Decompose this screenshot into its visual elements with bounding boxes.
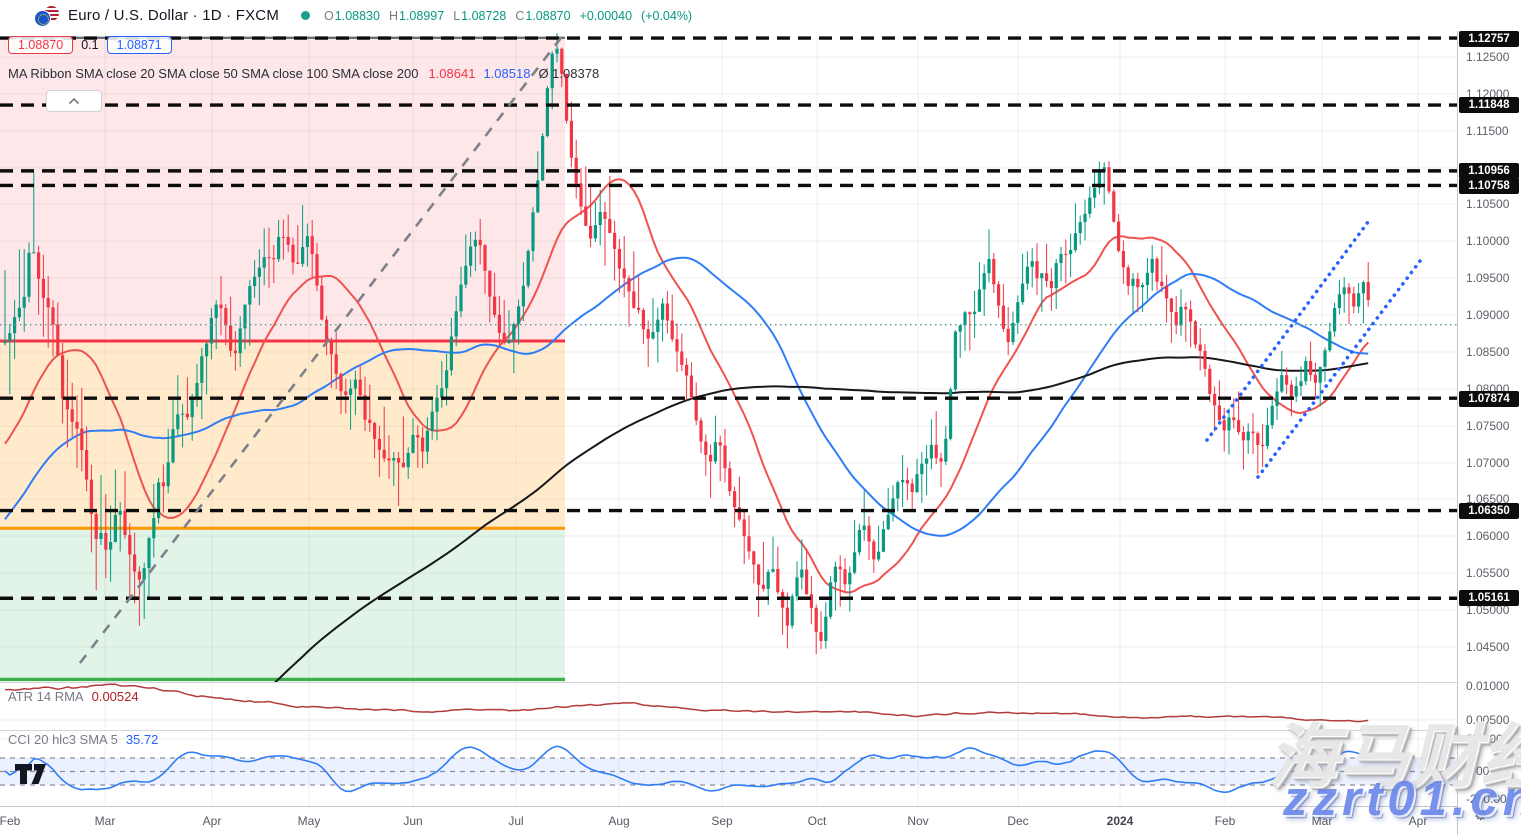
eur-usd-flag-icon [34, 4, 60, 27]
cci-indicator-legend[interactable]: CCI 20 hlc3 SMA 5 35.72 [8, 732, 158, 747]
change-percent: (+0.04%) [641, 8, 693, 23]
close-value: 1.08870 [525, 8, 571, 23]
high-value: 1.08997 [399, 8, 445, 23]
key-level-price-label: 1.11848 [1459, 97, 1519, 113]
price-axis-tick: 0.00500 [1466, 713, 1510, 727]
spread-value: 0.1 [81, 38, 99, 52]
low-label: L [453, 8, 461, 23]
price-axis-tick: 1.12500 [1466, 50, 1510, 64]
time-axis-month-label: Aug [608, 814, 630, 828]
price-axis[interactable]: USD ▼ ⚙ 1.125001.120001.115001.105001.10… [1457, 0, 1521, 835]
price-axis-tick: 1.06000 [1466, 529, 1510, 543]
tradingview-logo-icon[interactable] [13, 760, 49, 791]
key-level-price-label: 1.10956 [1459, 163, 1519, 179]
price-axis-tick: 1.11500 [1466, 124, 1509, 138]
ma-ribbon-label: MA Ribbon SMA close 20 SMA close 50 SMA … [8, 66, 419, 81]
time-axis-month-label: Nov [907, 814, 929, 828]
open-label: O [324, 8, 334, 23]
dashed-trendline [78, 29, 569, 664]
time-axis-month-label: Feb [1214, 814, 1236, 828]
price-axis-tick: 1.09500 [1466, 271, 1510, 285]
sma20-value: 1.08641 [428, 66, 476, 81]
dotted-channel-line [1205, 220, 1370, 442]
price-axis-tick: 0.01000 [1466, 679, 1510, 693]
chart-header-toolbar: Euro / U.S. Dollar · 1D · FXCM O1.08830 … [0, 0, 1521, 31]
atr-value: 0.00524 [91, 689, 139, 704]
gridlines [0, 33, 1457, 806]
quote-row: 1.08870 0.1 1.08871 [8, 36, 172, 54]
key-level-price-label: 1.10758 [1459, 178, 1519, 194]
price-axis-tick: 1.10000 [1466, 234, 1510, 248]
chevron-up-icon [68, 97, 80, 105]
ohlc-readout: O1.08830 H1.08997 L1.08728 C1.08870 +0.0… [324, 9, 692, 23]
ma-average-value: Ø 1.08378 [538, 66, 600, 81]
cci-value: 35.72 [125, 732, 159, 747]
key-level-price-label: 1.06350 [1459, 503, 1519, 519]
price-axis-tick: 1.08500 [1466, 345, 1510, 359]
cci-label: CCI 20 hlc3 SMA 5 [8, 732, 118, 747]
price-axis-tick: 1.06500 [1466, 492, 1510, 506]
time-axis-month-label: Oct [807, 814, 827, 828]
price-axis-tick: 1.10500 [1466, 197, 1510, 211]
symbol-title[interactable]: Euro / U.S. Dollar · 1D · FXCM [68, 7, 280, 24]
change-value: +0.00040 [579, 8, 633, 23]
legend-collapse-button[interactable] [46, 90, 102, 112]
cci-band [0, 757, 1457, 786]
time-axis-month-label: Dec [1007, 814, 1029, 828]
time-axis-month-label: Mar [1311, 814, 1333, 828]
low-value: 1.08728 [461, 8, 507, 23]
close-label: C [515, 8, 525, 23]
time-axis-month-label: 2024 [1106, 814, 1134, 828]
key-level-price-label: 1.05161 [1459, 590, 1519, 606]
time-axis-month-label: Apr [202, 814, 222, 828]
key-level-price-label: 1.07874 [1459, 391, 1519, 407]
price-axis-tick: 1.05500 [1466, 566, 1510, 580]
price-axis-tick: -250.00 [1466, 792, 1507, 806]
time-axis-month-label: Jul [508, 814, 524, 828]
price-axis-tick: 1.04500 [1466, 640, 1510, 654]
time-axis-month-label: Mar [94, 814, 116, 828]
price-axis-tick: 0.00 [1466, 764, 1490, 778]
time-axis-month-label: May [297, 814, 321, 828]
time-axis-month-label: Feb [0, 814, 21, 828]
cci-line [4, 745, 1369, 794]
high-label: H [388, 8, 398, 23]
time-axis-month-label: Sep [711, 814, 733, 828]
sell-price-button[interactable]: 1.08870 [8, 36, 74, 54]
atr-indicator-legend[interactable]: ATR 14 RMA 0.00524 [8, 689, 139, 704]
price-axis-tick: 250.00 [1466, 732, 1503, 746]
candlesticks [3, 33, 1370, 655]
support-resistance-zones [0, 36, 565, 682]
atr-label: ATR 14 RMA [8, 689, 84, 704]
axis-settings-gear-icon[interactable]: ⚙ [1474, 807, 1488, 824]
pane-dividers [0, 682, 1457, 731]
dotted-channel-line [1256, 259, 1422, 479]
market-status-dot-icon[interactable] [301, 11, 311, 20]
time-axis-month-label: Apr [1408, 814, 1428, 828]
price-axis-tick: 1.05000 [1466, 603, 1510, 617]
price-axis-tick: 1.09000 [1466, 308, 1510, 322]
time-axis[interactable]: Feb Mar Apr May Jun Jul Aug Sep Oct Nov Dec 2024 Feb… [0, 806, 1457, 835]
buy-price-button[interactable]: 1.08871 [106, 36, 172, 54]
eu-flag-icon [34, 9, 51, 27]
open-value: 1.08830 [334, 8, 380, 23]
price-axis-tick: 1.07500 [1466, 419, 1510, 433]
time-axis-month-label: Jun [403, 814, 423, 828]
price-axis-tick: 1.07000 [1466, 456, 1510, 470]
key-level-price-label: 1.12757 [1459, 31, 1519, 47]
atr-line [4, 683, 1369, 723]
sma50-value: 1.08518 [483, 66, 531, 81]
ma-ribbon-legend[interactable]: MA Ribbon SMA close 20 SMA close 50 SMA … [8, 66, 599, 81]
